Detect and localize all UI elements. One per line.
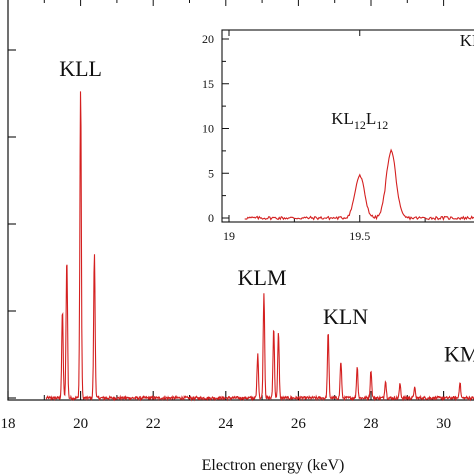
main-spectrum-line: [45, 91, 474, 402]
inset-plot-frame: [221, 29, 474, 223]
inset-y-tick-label: 5: [208, 166, 214, 180]
inset-x-tick-label: 19: [223, 229, 235, 243]
inset-peak-labels: KL12L12KL12L3KL3L3: [331, 31, 474, 132]
main-x-tick-label: 22: [146, 416, 161, 432]
main-plot-frame: [7, 0, 474, 401]
main-x-tick-label: 30: [436, 416, 451, 432]
main-peak-label: KLL: [59, 56, 102, 81]
inset-y-tick-label: 20: [202, 32, 214, 46]
main-x-tick-label: 26: [291, 416, 307, 432]
inset-x-tick-label: 19.5: [349, 229, 370, 243]
inset-spectrum-line: [244, 148, 474, 221]
main-x-tick-label: 28: [364, 416, 379, 432]
inset-peak-label: KL12L12: [331, 109, 388, 132]
inset-y-tick-label: 15: [202, 77, 214, 91]
main-x-tick-label: 18: [1, 416, 16, 432]
inset-peak-label: KL12L3: [460, 31, 474, 54]
inset-background: [222, 30, 474, 222]
x-axis-label: Electron energy (keV): [202, 457, 345, 474]
main-x-tick-label: 20: [73, 416, 88, 432]
main-x-tick-label: 24: [218, 416, 234, 432]
inset-y-tick-label: 0: [208, 211, 214, 225]
main-y-ticks: [8, 49, 16, 399]
main-peak-label: KLM: [238, 265, 287, 290]
main-peak-label: KM: [444, 341, 474, 366]
main-peak-labels: KLL KLM KLN KM: [59, 56, 474, 366]
inset-y-tick-label: 10: [202, 122, 214, 136]
main-peak-label: KLN: [323, 304, 368, 329]
main-x-ticks: 18 20 22 24 26 28 30: [1, 0, 451, 432]
